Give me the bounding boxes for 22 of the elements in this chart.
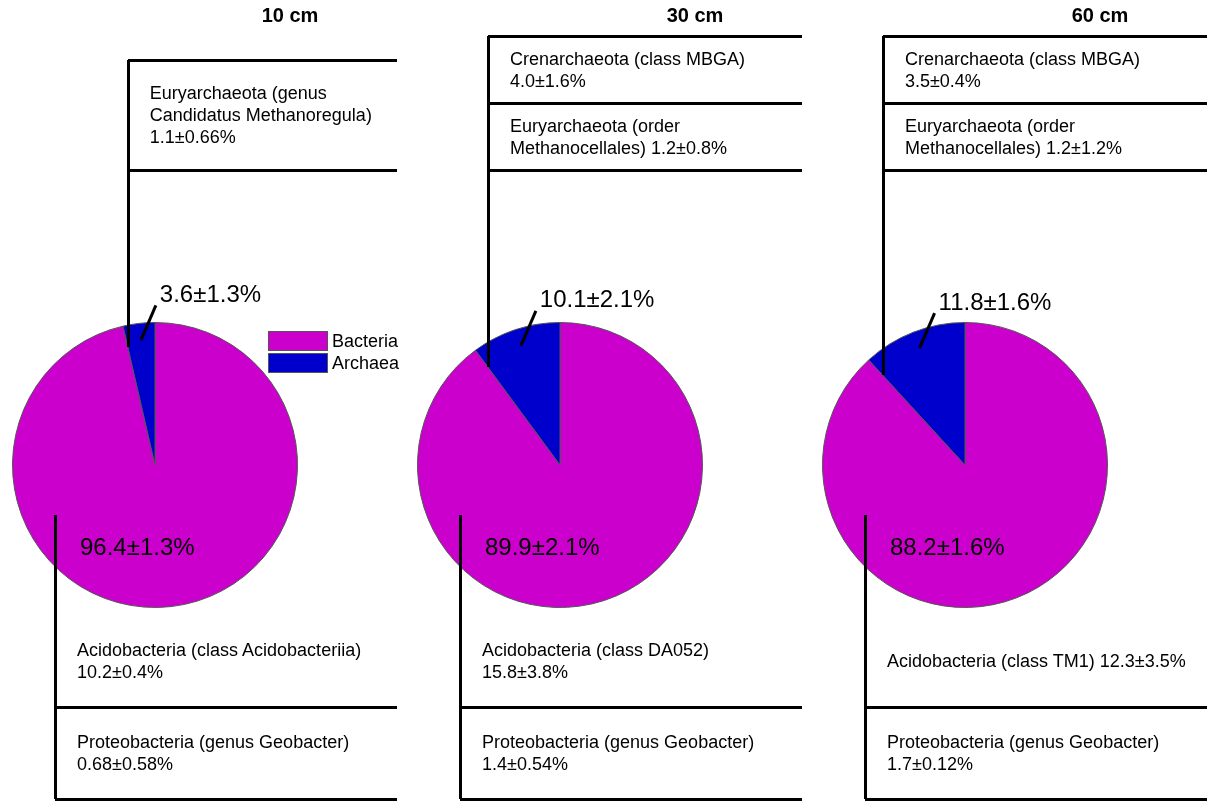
chart-title: 30 cm [665,4,725,27]
chart-title: 10 cm [260,4,320,27]
text: Proteobacteria (genus Geobacter) 0.68±0.58% [77,731,351,775]
text: Acidobacteria (class Acidobacteriia) 10.2±0.4% [77,639,363,683]
data-label: 10.1±2.1% [539,285,655,313]
text: Euryarchaeota (genus Candidatus Methanoregula) 1.1±0.66% [149,82,373,148]
text: Proteobacteria (genus Geobacter) 1.4±0.54% [482,731,756,775]
data-label: 96.4±1.3% [80,532,195,560]
text: Crenarchaeota (class MBGA) 4.0±1.6% [509,47,747,92]
data-label: 11.8±1.6% [938,287,1052,315]
text: Acidobacteria (class TM1) 12.3±3.5% [887,650,1186,672]
text: Proteobacteria (genus Geobacter) 1.7±0.12% [887,731,1161,775]
legend-label: Archaea [332,352,400,374]
data-label: 88.2±1.6% [890,532,1005,560]
text: Euryarchaeota (order Methanocellales) 1.2±0.8% [509,114,728,159]
text: Crenarchaeota (class MBGA) 3.5±0.4% [904,47,1141,92]
data-label: 3.6±1.3% [159,280,262,308]
chart-title: 60 cm [1070,4,1130,27]
legend-label: Bacteria [332,330,399,352]
text: Euryarchaeota (order Methanocellales) 1.2±1.2% [904,114,1123,159]
data-label: 89.9±2.1% [485,532,600,560]
text: Acidobacteria (class DA052) 15.8±3.8% [482,639,711,683]
